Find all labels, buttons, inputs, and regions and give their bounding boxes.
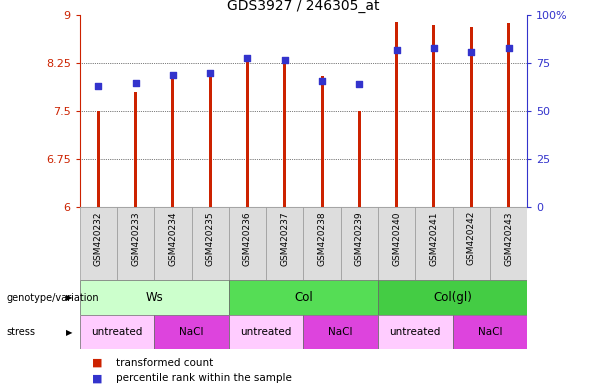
Point [205, 70, 215, 76]
Text: NaCl: NaCl [478, 327, 502, 337]
Text: GSM420242: GSM420242 [466, 211, 476, 265]
Text: GSM420234: GSM420234 [169, 211, 177, 265]
Bar [229, 207, 266, 280]
Bar [154, 207, 191, 280]
Bar [378, 315, 452, 349]
Text: ■: ■ [92, 373, 102, 383]
Bar [283, 61, 286, 207]
Text: GSM420237: GSM420237 [280, 211, 289, 266]
Point [429, 45, 439, 51]
Text: GSM420232: GSM420232 [94, 211, 103, 265]
Point [168, 72, 178, 78]
Bar [229, 280, 378, 315]
Text: GSM420238: GSM420238 [318, 211, 327, 266]
Text: ▶: ▶ [66, 328, 73, 337]
Bar [303, 315, 378, 349]
Point [93, 83, 103, 89]
Text: GSM420241: GSM420241 [430, 211, 438, 265]
Point [392, 47, 402, 53]
Text: GSM420233: GSM420233 [131, 211, 140, 266]
Bar [191, 207, 229, 280]
Bar [229, 315, 303, 349]
Text: ▶: ▶ [66, 293, 73, 302]
Text: genotype/variation: genotype/variation [6, 293, 99, 303]
Bar [358, 111, 361, 207]
Point [354, 81, 364, 88]
Bar [378, 280, 527, 315]
Text: ■: ■ [92, 358, 102, 368]
Text: NaCl: NaCl [329, 327, 353, 337]
Bar [378, 207, 415, 280]
Bar [246, 60, 249, 207]
Bar [303, 207, 341, 280]
Bar [470, 27, 473, 207]
Point [466, 49, 476, 55]
Text: GSM420236: GSM420236 [243, 211, 252, 266]
Text: Col(gl): Col(gl) [433, 291, 472, 304]
Bar [172, 72, 175, 207]
Bar [452, 207, 490, 280]
Bar [80, 207, 117, 280]
Bar [416, 207, 452, 280]
Bar [154, 315, 229, 349]
Bar [341, 207, 378, 280]
Text: Col: Col [294, 291, 313, 304]
Bar [266, 207, 303, 280]
Point [131, 79, 140, 86]
Text: GSM420239: GSM420239 [355, 211, 364, 266]
Text: GSM420240: GSM420240 [392, 211, 401, 265]
Text: percentile rank within the sample: percentile rank within the sample [116, 373, 292, 383]
Text: stress: stress [6, 327, 35, 337]
Point [280, 56, 290, 63]
Bar [80, 315, 154, 349]
Point [504, 45, 514, 51]
Point [243, 55, 253, 61]
Bar [507, 23, 510, 207]
Point [317, 78, 327, 84]
Text: GSM420235: GSM420235 [206, 211, 215, 266]
Text: transformed count: transformed count [116, 358, 214, 368]
Text: untreated: untreated [390, 327, 441, 337]
Text: NaCl: NaCl [180, 327, 204, 337]
Bar [452, 315, 527, 349]
Bar [117, 207, 154, 280]
Text: untreated: untreated [91, 327, 143, 337]
Bar [395, 22, 398, 207]
Bar [134, 92, 137, 207]
Bar [208, 74, 211, 207]
Text: GSM420243: GSM420243 [504, 211, 513, 265]
Bar [490, 207, 527, 280]
Text: untreated: untreated [240, 327, 292, 337]
Bar [321, 76, 324, 207]
Text: Ws: Ws [145, 291, 163, 304]
Bar [80, 280, 229, 315]
Title: GDS3927 / 246305_at: GDS3927 / 246305_at [227, 0, 379, 13]
Bar [432, 25, 435, 207]
Bar [97, 111, 100, 207]
